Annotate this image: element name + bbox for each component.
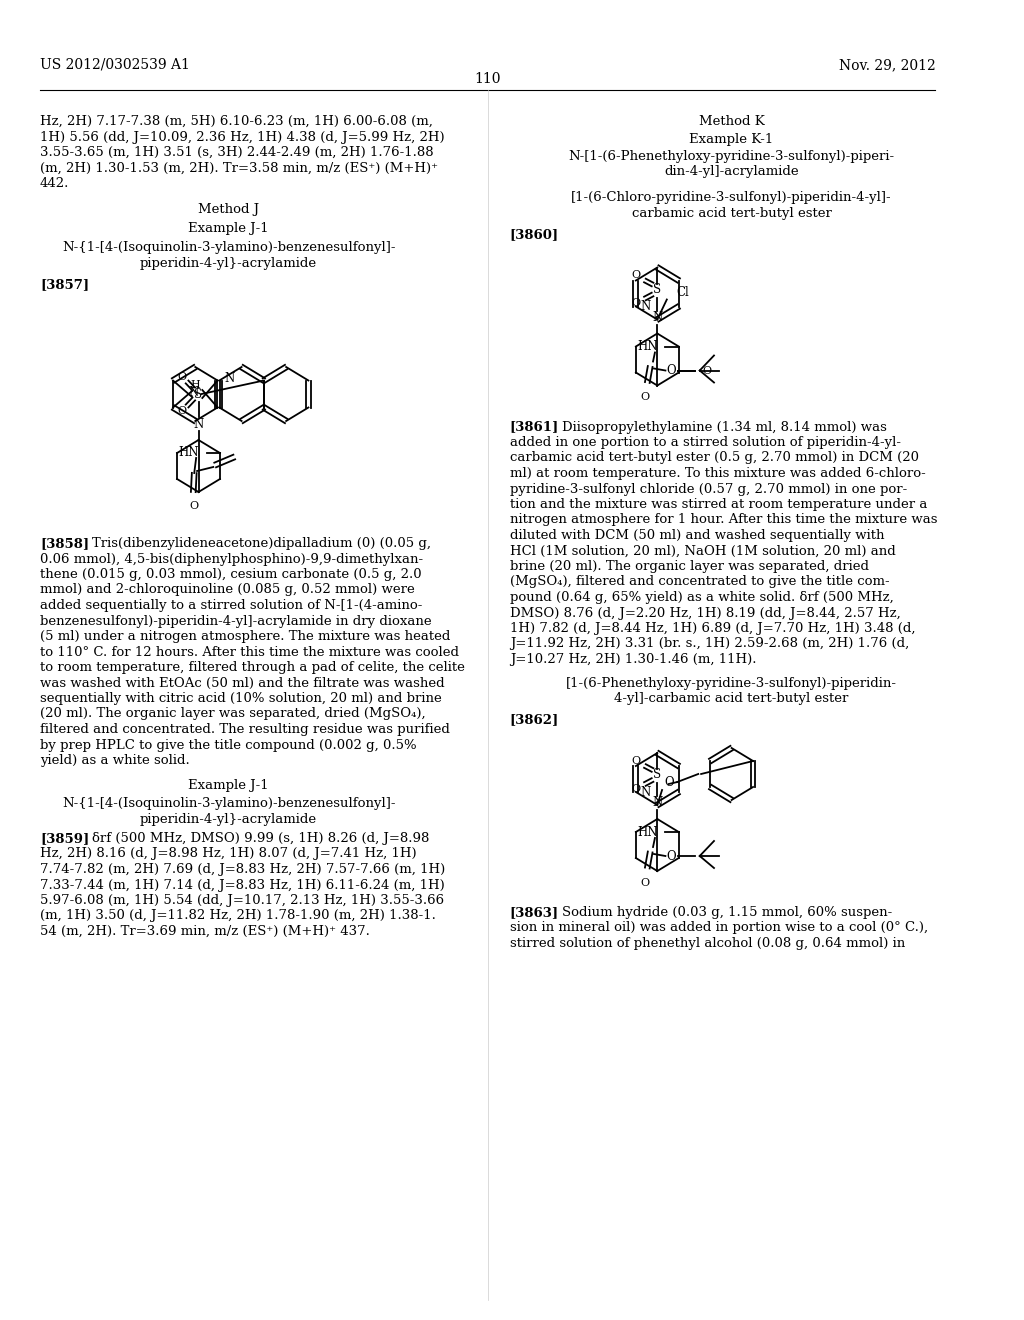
Text: O: O [667, 364, 676, 378]
Text: N: N [641, 300, 651, 313]
Text: brine (20 ml). The organic layer was separated, dried: brine (20 ml). The organic layer was sep… [510, 560, 868, 573]
Text: [1-(6-Chloro-pyridine-3-sulfonyl)-piperidin-4-yl]-: [1-(6-Chloro-pyridine-3-sulfonyl)-piperi… [571, 191, 892, 205]
Text: 4-yl]-carbamic acid tert-butyl ester: 4-yl]-carbamic acid tert-butyl ester [614, 692, 849, 705]
Text: HN: HN [637, 825, 657, 838]
Text: [1-(6-Phenethyloxy-pyridine-3-sulfonyl)-piperidin-: [1-(6-Phenethyloxy-pyridine-3-sulfonyl)-… [566, 676, 897, 689]
Text: HN: HN [178, 446, 199, 459]
Text: O: O [632, 756, 641, 766]
Text: N: N [224, 372, 234, 385]
Text: to room temperature, filtered through a pad of celite, the celite: to room temperature, filtered through a … [40, 661, 465, 675]
Text: 442.: 442. [40, 177, 70, 190]
Text: O: O [664, 776, 674, 789]
Text: mmol) and 2-chloroquinoline (0.085 g, 0.52 mmol) were: mmol) and 2-chloroquinoline (0.085 g, 0.… [40, 583, 415, 597]
Text: added in one portion to a stirred solution of piperidin-4-yl-: added in one portion to a stirred soluti… [510, 436, 901, 449]
Text: N: N [641, 785, 651, 799]
Text: Example K-1: Example K-1 [689, 132, 774, 145]
Text: to 110° C. for 12 hours. After this time the mixture was cooled: to 110° C. for 12 hours. After this time… [40, 645, 459, 659]
Text: carbamic acid tert-butyl ester (0.5 g, 2.70 mmol) in DCM (20: carbamic acid tert-butyl ester (0.5 g, 2… [510, 451, 919, 465]
Text: sequentially with citric acid (10% solution, 20 ml) and brine: sequentially with citric acid (10% solut… [40, 692, 441, 705]
Text: HCl (1M solution, 20 ml), NaOH (1M solution, 20 ml) and: HCl (1M solution, 20 ml), NaOH (1M solut… [510, 544, 895, 557]
Text: O: O [632, 784, 641, 795]
Text: N: N [652, 796, 663, 809]
Text: Nov. 29, 2012: Nov. 29, 2012 [839, 58, 936, 73]
Text: [3862]: [3862] [510, 714, 559, 726]
Text: 0.06 mmol), 4,5-bis(diphenylphosphino)-9,9-dimethylxan-: 0.06 mmol), 4,5-bis(diphenylphosphino)-9… [40, 553, 423, 565]
Text: Diisopropylethylamine (1.34 ml, 8.14 mmol) was: Diisopropylethylamine (1.34 ml, 8.14 mmo… [562, 421, 887, 433]
Text: pyridine-3-sulfonyl chloride (0.57 g, 2.70 mmol) in one por-: pyridine-3-sulfonyl chloride (0.57 g, 2.… [510, 483, 907, 495]
Text: HN: HN [637, 341, 657, 352]
Text: O: O [641, 878, 650, 888]
Text: Tris(dibenzylideneacetone)dipalladium (0) (0.05 g,: Tris(dibenzylideneacetone)dipalladium (0… [92, 537, 431, 550]
Text: O: O [189, 502, 199, 511]
Text: US 2012/0302539 A1: US 2012/0302539 A1 [40, 58, 189, 73]
Text: (MgSO₄), filtered and concentrated to give the title com-: (MgSO₄), filtered and concentrated to gi… [510, 576, 889, 589]
Text: 110: 110 [474, 73, 501, 86]
Text: H: H [190, 380, 200, 389]
Text: J=10.27 Hz, 2H) 1.30-1.46 (m, 11H).: J=10.27 Hz, 2H) 1.30-1.46 (m, 11H). [510, 653, 756, 667]
Text: O: O [632, 298, 641, 309]
Text: was washed with EtOAc (50 ml) and the filtrate was washed: was washed with EtOAc (50 ml) and the fi… [40, 676, 444, 689]
Text: Hz, 2H) 8.16 (d, J=8.98 Hz, 1H) 8.07 (d, J=7.41 Hz, 1H): Hz, 2H) 8.16 (d, J=8.98 Hz, 1H) 8.07 (d,… [40, 847, 417, 861]
Text: by prep HPLC to give the title compound (0.002 g, 0.5%: by prep HPLC to give the title compound … [40, 738, 417, 751]
Text: nitrogen atmosphere for 1 hour. After this time the mixture was: nitrogen atmosphere for 1 hour. After th… [510, 513, 937, 527]
Text: N-{1-[4-(Isoquinolin-3-ylamino)-benzenesulfonyl]-: N-{1-[4-(Isoquinolin-3-ylamino)-benzenes… [61, 797, 395, 810]
Text: (m, 1H) 3.50 (d, J=11.82 Hz, 2H) 1.78-1.90 (m, 2H) 1.38-1.: (m, 1H) 3.50 (d, J=11.82 Hz, 2H) 1.78-1.… [40, 909, 436, 923]
Text: N-{1-[4-(Isoquinolin-3-ylamino)-benzenesulfonyl]-: N-{1-[4-(Isoquinolin-3-ylamino)-benzenes… [61, 242, 395, 255]
Text: 54 (m, 2H). Tr=3.69 min, m/z (ES⁺) (M+H)⁺ 437.: 54 (m, 2H). Tr=3.69 min, m/z (ES⁺) (M+H)… [40, 925, 370, 939]
Text: [3857]: [3857] [40, 279, 89, 292]
Text: 7.74-7.82 (m, 2H) 7.69 (d, J=8.83 Hz, 2H) 7.57-7.66 (m, 1H): 7.74-7.82 (m, 2H) 7.69 (d, J=8.83 Hz, 2H… [40, 863, 445, 876]
Text: [3860]: [3860] [510, 228, 559, 242]
Text: J=11.92 Hz, 2H) 3.31 (br. s., 1H) 2.59-2.68 (m, 2H) 1.76 (d,: J=11.92 Hz, 2H) 3.31 (br. s., 1H) 2.59-2… [510, 638, 909, 651]
Text: δrf (500 MHz, DMSO) 9.99 (s, 1H) 8.26 (d, J=8.98: δrf (500 MHz, DMSO) 9.99 (s, 1H) 8.26 (d… [92, 832, 430, 845]
Text: Sodium hydride (0.03 g, 1.15 mmol, 60% suspen-: Sodium hydride (0.03 g, 1.15 mmol, 60% s… [562, 906, 892, 919]
Text: O: O [667, 850, 676, 862]
Text: 5.97-6.08 (m, 1H) 5.54 (dd, J=10.17, 2.13 Hz, 1H) 3.55-3.66: 5.97-6.08 (m, 1H) 5.54 (dd, J=10.17, 2.1… [40, 894, 444, 907]
Text: O: O [178, 372, 186, 381]
Text: Example J-1: Example J-1 [188, 780, 269, 792]
Text: carbamic acid tert-butyl ester: carbamic acid tert-butyl ester [632, 206, 831, 219]
Text: sion in mineral oil) was added in portion wise to a cool (0° C.),: sion in mineral oil) was added in portio… [510, 921, 928, 935]
Text: stirred solution of phenethyl alcohol (0.08 g, 0.64 mmol) in: stirred solution of phenethyl alcohol (0… [510, 937, 905, 950]
Text: O: O [178, 407, 186, 416]
Text: O: O [641, 392, 650, 403]
Text: tion and the mixture was stirred at room temperature under a: tion and the mixture was stirred at room… [510, 498, 927, 511]
Text: diluted with DCM (50 ml) and washed sequentially with: diluted with DCM (50 ml) and washed sequ… [510, 529, 884, 543]
Text: S: S [653, 282, 662, 296]
Text: thene (0.015 g, 0.03 mmol), cesium carbonate (0.5 g, 2.0: thene (0.015 g, 0.03 mmol), cesium carbo… [40, 568, 422, 581]
Text: Method K: Method K [698, 115, 765, 128]
Text: O: O [702, 366, 712, 375]
Text: filtered and concentrated. The resulting residue was purified: filtered and concentrated. The resulting… [40, 723, 450, 737]
Text: [3861]: [3861] [510, 421, 559, 433]
Text: (5 ml) under a nitrogen atmosphere. The mixture was heated: (5 ml) under a nitrogen atmosphere. The … [40, 630, 451, 643]
Text: ml) at room temperature. To this mixture was added 6-chloro-: ml) at room temperature. To this mixture… [510, 467, 926, 480]
Text: piperidin-4-yl}-acrylamide: piperidin-4-yl}-acrylamide [140, 813, 317, 825]
Text: 3.55-3.65 (m, 1H) 3.51 (s, 3H) 2.44-2.49 (m, 2H) 1.76-1.88: 3.55-3.65 (m, 1H) 3.51 (s, 3H) 2.44-2.49… [40, 147, 433, 158]
Text: [3858]: [3858] [40, 537, 89, 550]
Text: benzenesulfonyl)-piperidin-4-yl]-acrylamide in dry dioxane: benzenesulfonyl)-piperidin-4-yl]-acrylam… [40, 615, 432, 627]
Text: [3863]: [3863] [510, 906, 559, 919]
Text: 7.33-7.44 (m, 1H) 7.14 (d, J=8.83 Hz, 1H) 6.11-6.24 (m, 1H): 7.33-7.44 (m, 1H) 7.14 (d, J=8.83 Hz, 1H… [40, 879, 444, 891]
Text: N: N [194, 417, 204, 430]
Text: S: S [195, 388, 203, 400]
Text: O: O [632, 271, 641, 281]
Text: (m, 2H) 1.30-1.53 (m, 2H). Tr=3.58 min, m/z (ES⁺) (M+H)⁺: (m, 2H) 1.30-1.53 (m, 2H). Tr=3.58 min, … [40, 161, 438, 174]
Text: pound (0.64 g, 65% yield) as a white solid. δrf (500 MHz,: pound (0.64 g, 65% yield) as a white sol… [510, 591, 893, 605]
Text: yield) as a white solid.: yield) as a white solid. [40, 754, 189, 767]
Text: Example J-1: Example J-1 [188, 222, 269, 235]
Text: DMSO) 8.76 (d, J=2.20 Hz, 1H) 8.19 (dd, J=8.44, 2.57 Hz,: DMSO) 8.76 (d, J=2.20 Hz, 1H) 8.19 (dd, … [510, 606, 900, 619]
Text: Hz, 2H) 7.17-7.38 (m, 5H) 6.10-6.23 (m, 1H) 6.00-6.08 (m,: Hz, 2H) 7.17-7.38 (m, 5H) 6.10-6.23 (m, … [40, 115, 433, 128]
Text: [3859]: [3859] [40, 832, 89, 845]
Text: piperidin-4-yl}-acrylamide: piperidin-4-yl}-acrylamide [140, 257, 317, 271]
Text: (20 ml). The organic layer was separated, dried (MgSO₄),: (20 ml). The organic layer was separated… [40, 708, 426, 721]
Text: Method J: Method J [198, 202, 259, 215]
Text: N-[1-(6-Phenethyloxy-pyridine-3-sulfonyl)-piperi-: N-[1-(6-Phenethyloxy-pyridine-3-sulfonyl… [568, 150, 895, 162]
Text: din-4-yl]-acrylamide: din-4-yl]-acrylamide [665, 165, 799, 178]
Text: 1H) 5.56 (dd, J=10.09, 2.36 Hz, 1H) 4.38 (d, J=5.99 Hz, 2H): 1H) 5.56 (dd, J=10.09, 2.36 Hz, 1H) 4.38… [40, 131, 444, 144]
Text: 1H) 7.82 (d, J=8.44 Hz, 1H) 6.89 (d, J=7.70 Hz, 1H) 3.48 (d,: 1H) 7.82 (d, J=8.44 Hz, 1H) 6.89 (d, J=7… [510, 622, 915, 635]
Text: N: N [652, 312, 663, 323]
Text: added sequentially to a stirred solution of N-[1-(4-amino-: added sequentially to a stirred solution… [40, 599, 422, 612]
Text: S: S [653, 768, 662, 781]
Text: Cl: Cl [677, 286, 689, 300]
Text: N: N [188, 385, 199, 399]
